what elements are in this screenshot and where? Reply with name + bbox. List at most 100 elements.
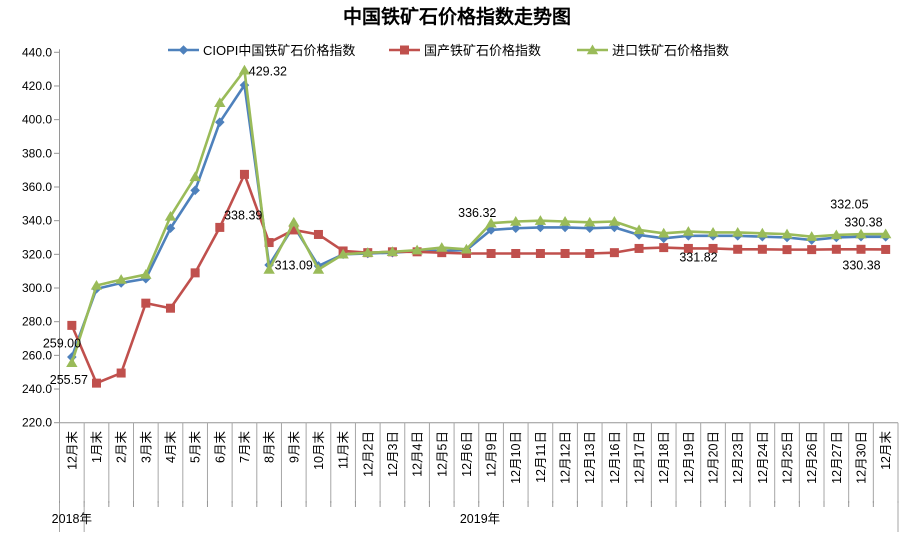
x-axis-label: 12月4日: [411, 431, 425, 477]
series-3-point: [436, 242, 448, 252]
series-3-point: [731, 226, 744, 237]
series-3-point: [633, 224, 645, 235]
x-axis-label: 12月末: [65, 431, 79, 470]
y-axis-tick-label: 400.0: [22, 113, 52, 127]
x-axis-label: 10月末: [312, 431, 326, 470]
series-2-point: [881, 244, 891, 254]
series-3-point: [66, 357, 78, 368]
x-axis-label: 12月6日: [460, 431, 474, 477]
series-2-point: [609, 248, 619, 258]
data-label: 313.09: [275, 258, 313, 272]
x-axis-label: 12月30日: [855, 431, 869, 484]
series-3-point: [707, 226, 719, 237]
series-line-3: [70, 68, 886, 364]
series-3-point: [140, 269, 152, 279]
x-axis-label: 12月24日: [756, 431, 770, 484]
series-2-point: [634, 243, 644, 253]
series-3-point: [386, 246, 399, 257]
series-3-point: [312, 263, 325, 274]
series-2-point: [190, 268, 200, 278]
x-axis-label: 12月11日: [534, 431, 548, 483]
series-2-point: [141, 298, 151, 308]
x-axis-label: 3月末: [139, 431, 153, 463]
series-3-point: [756, 227, 769, 238]
legend-marker-square-icon: [400, 45, 409, 55]
y-axis-tick-label: 300.0: [22, 281, 52, 295]
y-axis-tick-label: 360.0: [22, 180, 52, 194]
x-axis-label: 12月3日: [386, 431, 400, 477]
x-axis-label: 12月20日: [707, 431, 721, 484]
series-3-point: [608, 216, 621, 226]
year-group-label: 2019年: [460, 512, 500, 526]
series-3-point: [781, 228, 793, 239]
series-3-point: [510, 216, 522, 226]
series-2-point: [239, 169, 249, 179]
x-axis-label: 12月13日: [583, 431, 597, 484]
series-1-point: [535, 222, 546, 233]
series-1-point: [215, 117, 225, 127]
series-2-point: [511, 248, 521, 258]
series-3-point: [263, 263, 275, 274]
x-axis-label: 6月末: [213, 431, 227, 463]
x-axis-label: 12月16日: [608, 431, 622, 484]
y-axis-tick-label: 320.0: [22, 247, 52, 261]
series-3-point: [214, 97, 226, 108]
series-1-point: [683, 231, 694, 241]
series-3-point: [855, 228, 867, 239]
series-3-point: [238, 64, 251, 75]
series-2-point: [659, 243, 669, 253]
series-2-point: [782, 245, 792, 255]
series-3-point: [460, 243, 473, 254]
data-label: 259.00: [43, 337, 81, 351]
chart-title: 中国铁矿石价格指数走势图: [343, 5, 571, 28]
series-2-point: [683, 243, 693, 253]
x-axis-label: 5月末: [189, 431, 203, 463]
series-2-point: [313, 229, 323, 239]
x-axis-label: 7月末: [238, 431, 252, 463]
data-label: 331.82: [679, 251, 717, 265]
x-axis-label: 2月末: [115, 431, 129, 463]
series-3-point: [164, 210, 177, 221]
x-axis-label: 4月末: [164, 431, 178, 463]
data-label: 255.57: [50, 373, 88, 387]
x-axis-label: 12月12日: [559, 431, 573, 484]
y-axis-tick-label: 440.0: [22, 45, 52, 59]
series-2-point: [461, 248, 471, 258]
series-3-point: [830, 229, 843, 240]
series-2-point: [757, 244, 767, 254]
x-axis-label: 12月2日: [361, 431, 375, 477]
x-axis-label: 12月26日: [805, 431, 819, 484]
y-axis-tick-label: 220.0: [22, 416, 52, 430]
series-2-point: [807, 245, 817, 255]
series-2-point: [560, 248, 570, 258]
series-2-point: [708, 243, 718, 253]
series-2-point: [165, 303, 175, 313]
data-label: 338.39: [224, 208, 262, 222]
data-label: 429.32: [249, 64, 287, 78]
y-axis-tick-label: 340.0: [22, 214, 52, 228]
x-axis-label: 8月末: [263, 431, 277, 463]
x-axis-label: 12月9日: [485, 431, 499, 477]
year-group-label: 2018年: [52, 512, 92, 526]
series-1-point: [510, 223, 521, 234]
y-axis-tick-label: 240.0: [22, 382, 52, 396]
y-axis-tick-label: 420.0: [22, 79, 52, 93]
series-3-point: [584, 216, 596, 227]
series-2-point: [67, 320, 77, 330]
series-3-point: [362, 247, 374, 257]
series-2-point: [437, 248, 447, 258]
y-axis-tick-label: 380.0: [22, 146, 52, 160]
series-3-point: [485, 217, 497, 228]
series-2-point: [91, 378, 101, 388]
series-3-point: [658, 227, 670, 238]
series-3-point: [682, 226, 695, 236]
series-2-point: [486, 248, 496, 258]
series-3-point: [559, 216, 571, 226]
series-3-point: [411, 244, 423, 255]
series-1-point: [560, 222, 570, 233]
legend-marker-triangle-icon: [586, 44, 599, 55]
x-axis-label: 12月10日: [509, 431, 523, 484]
series-2-point: [856, 244, 866, 254]
series-1-point: [190, 185, 200, 196]
